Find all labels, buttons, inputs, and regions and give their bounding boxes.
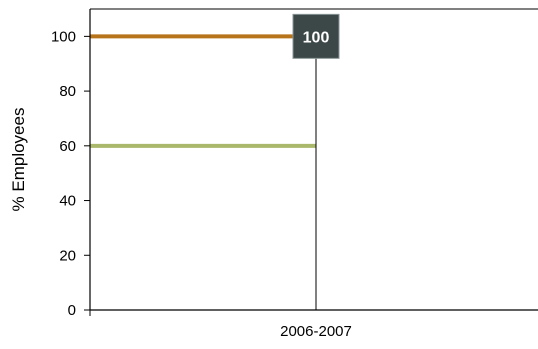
- y-tick-label-20: 20: [59, 247, 76, 264]
- callout-box: [292, 13, 340, 59]
- y-tick-label-60: 60: [59, 138, 76, 155]
- y-tick-label-100: 100: [51, 28, 76, 45]
- callout-label: 100: [303, 29, 330, 46]
- value-callout: 100: [292, 13, 340, 59]
- x-tick-label-1: 2006-2007: [280, 323, 352, 340]
- y-axis-title: % Employees: [9, 108, 28, 212]
- axes: 0 20 40 60 80 100 2006-2007: [51, 8, 538, 340]
- y-tick-label-40: 40: [59, 193, 76, 210]
- y-tick-label-0: 0: [68, 302, 76, 319]
- y-tick-label-80: 80: [59, 83, 76, 100]
- plot-area: [90, 34, 317, 310]
